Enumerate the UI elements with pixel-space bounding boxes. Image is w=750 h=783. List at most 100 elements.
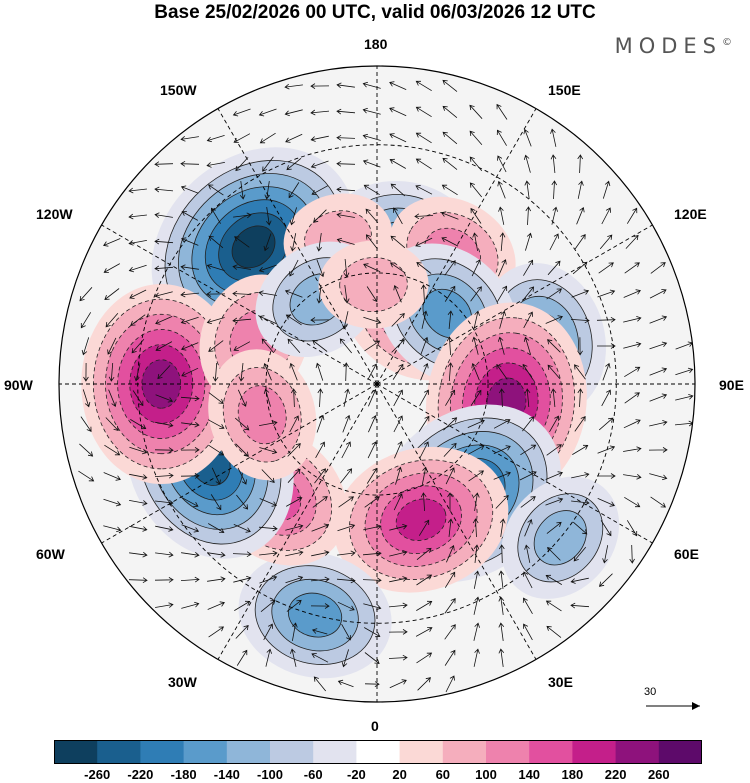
wind-arrow: [525, 232, 533, 251]
wind-arrow: [128, 577, 148, 584]
map-boundary: [58, 65, 696, 703]
wind-arrow: [285, 314, 302, 326]
wind-arrow: [364, 340, 381, 352]
wind-arrow: [314, 468, 326, 484]
wind-arrow: [210, 207, 221, 224]
wind-arrow: [420, 492, 427, 512]
wind-arrow: [498, 622, 505, 641]
wind-arrow: [440, 211, 459, 220]
wind-arrow: [154, 291, 173, 299]
wind-arrow: [310, 109, 330, 116]
wind-arrow: [495, 494, 509, 509]
wind-arrow: [310, 576, 330, 583]
wind-arrow: [442, 157, 458, 170]
wind-arrow: [497, 180, 506, 199]
wind-arrow: [154, 186, 174, 193]
wind-arrow: [233, 524, 251, 533]
wind-arrow: [443, 442, 457, 457]
wind-arrow: [290, 233, 297, 252]
wind-arrow: [289, 415, 299, 433]
wind-arrow: [414, 213, 434, 220]
wind-arrow: [259, 132, 276, 144]
wind-arrow: [417, 677, 431, 691]
wind-arrow: [237, 467, 247, 485]
wind-arrow: [315, 362, 324, 381]
wind-arrow: [206, 317, 225, 325]
wind-arrow: [421, 466, 428, 485]
wind-arrow: [498, 388, 505, 408]
wind-arrow: [80, 416, 92, 433]
anomaly-hudson-ridge: [208, 349, 317, 481]
wind-arrow: [445, 389, 456, 406]
wind-arrow: [415, 106, 432, 118]
wind-arrow: [208, 626, 225, 638]
wind-arrow: [570, 317, 590, 324]
wind-arrow: [572, 521, 588, 535]
wind-arrow: [287, 338, 301, 354]
wind-arrow: [597, 445, 616, 454]
wind-arrow: [365, 234, 378, 250]
wind-arrow: [415, 132, 432, 144]
wind-arrow: [389, 81, 407, 90]
wind-arrow: [597, 289, 616, 298]
wind-arrow: [367, 441, 377, 459]
wind-arrow: [550, 128, 557, 147]
wind-arrow: [523, 259, 534, 276]
wind-arrow: [499, 310, 507, 329]
wind-arrow: [264, 181, 271, 200]
wind-arrow: [103, 238, 121, 247]
wind-arrow: [390, 183, 406, 197]
wind-arrow: [103, 498, 122, 507]
wind-arrow: [363, 184, 380, 196]
wind-arrow: [389, 576, 408, 583]
colorbar-swatch: [529, 740, 573, 764]
wind-arrow: [524, 180, 531, 199]
wind-arrow: [206, 263, 225, 271]
wind-arrow: [82, 389, 91, 408]
wind-arrow: [545, 574, 563, 585]
wind-arrow: [155, 421, 174, 428]
wind-arrow: [393, 493, 403, 511]
wind-arrow: [547, 547, 561, 561]
wind-arrow: [261, 469, 275, 484]
wind-arrow: [596, 316, 616, 323]
wind-arrow: [336, 108, 356, 115]
wind-arrow: [363, 263, 381, 273]
wind-arrow: [258, 290, 277, 296]
map-title: Base 25/02/2026 00 UTC, valid 06/03/2026…: [154, 2, 596, 23]
wind-arrow: [206, 135, 225, 143]
wind-arrow: [522, 416, 535, 432]
wind-arrow: [261, 338, 275, 354]
wind-arrow: [415, 80, 432, 92]
wind-arrow: [623, 316, 642, 323]
wind-arrow: [650, 262, 666, 274]
wind-arrow: [574, 233, 586, 250]
wind-arrow: [362, 107, 381, 115]
wind-arrow: [339, 338, 353, 354]
label-30w: 30W: [168, 674, 197, 690]
wind-arrow: [315, 441, 325, 458]
wind-arrow: [232, 317, 252, 324]
colorbar-swatch: [442, 740, 487, 764]
wind-arrow: [442, 131, 458, 145]
wind-arrow: [520, 496, 536, 508]
wind-arrow: [155, 499, 174, 506]
wind-arrow: [258, 264, 277, 273]
wind-arrow: [233, 341, 251, 351]
wind-arrow: [317, 388, 324, 408]
wind-arrow: [602, 545, 609, 564]
wind-arrow: [210, 494, 222, 511]
wind-arrow: [130, 314, 146, 326]
wind-arrow: [493, 445, 511, 455]
colorbar-tick-label: 140: [518, 767, 541, 782]
label-120e: 120E: [674, 206, 707, 222]
wind-arrow: [444, 624, 456, 640]
wind-arrow: [415, 237, 433, 247]
wind-arrow: [263, 233, 272, 252]
wind-arrow: [311, 653, 329, 663]
wind-arrow: [391, 312, 405, 327]
wind-arrow: [157, 365, 171, 380]
wind-arrow: [129, 289, 147, 299]
wind-arrow: [470, 389, 482, 406]
wind-arrow: [364, 627, 381, 638]
